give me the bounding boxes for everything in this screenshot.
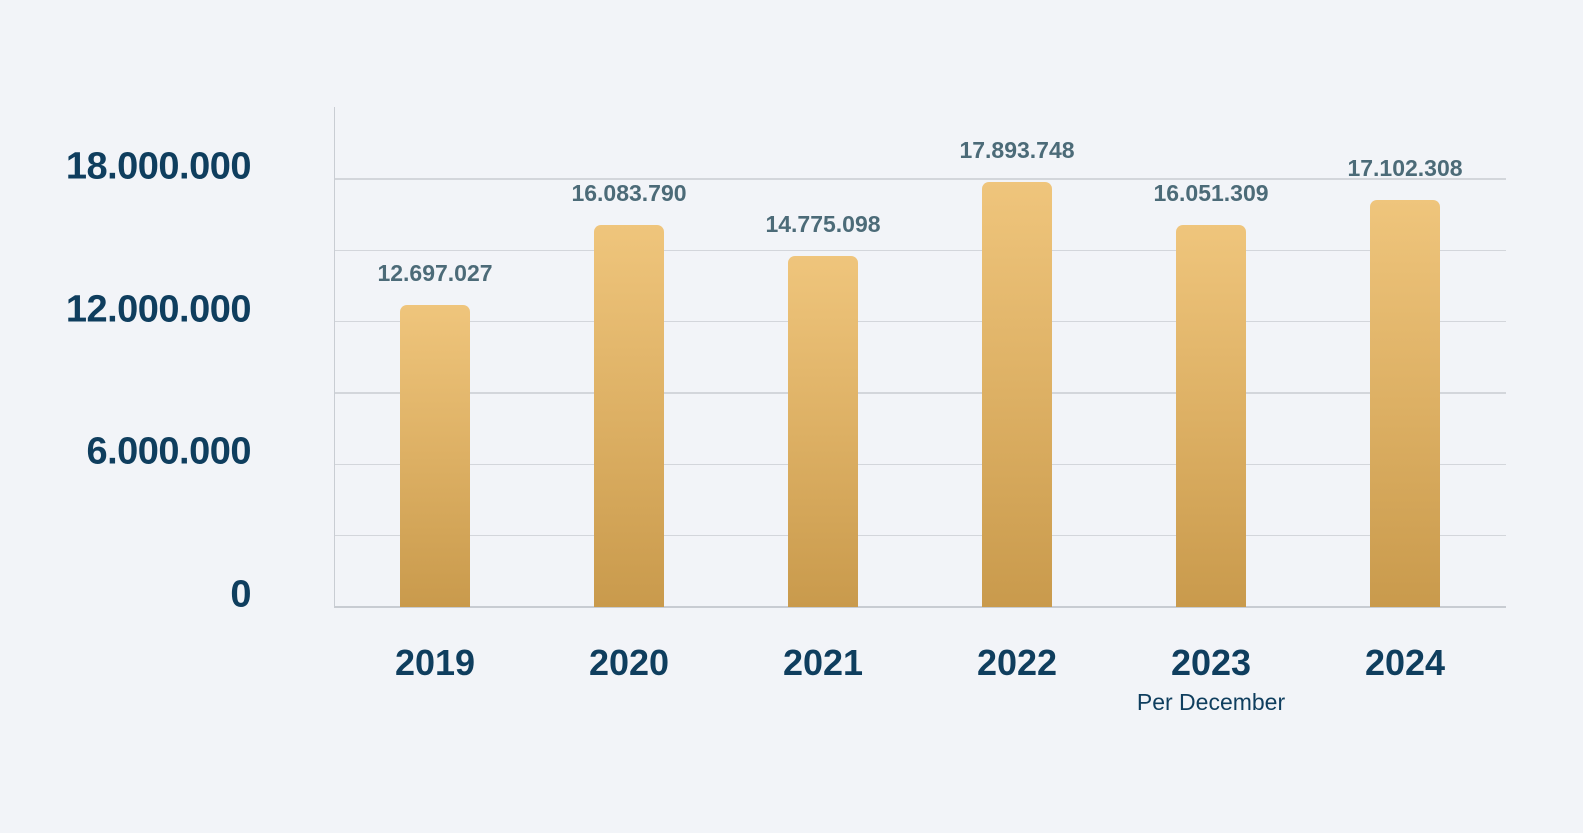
- bar-2019: [400, 305, 470, 607]
- gridline: [334, 534, 1506, 537]
- x-tick-note-2023: Per December: [1136, 689, 1286, 715]
- value-label: 16.083.790: [571, 179, 687, 206]
- x-tick-label: 2020: [588, 642, 670, 683]
- x-tick-label: 2022: [976, 642, 1058, 683]
- gridline: [334, 463, 1506, 466]
- value-label: 17.893.748: [959, 136, 1075, 163]
- y-tick-label: 12.000.000: [65, 288, 252, 331]
- y-tick-label: 18.000.000: [65, 145, 252, 188]
- y-axis-line: [334, 107, 335, 608]
- value-label: 17.102.308: [1347, 155, 1463, 182]
- y-tick-label: 6.000.000: [86, 430, 251, 473]
- value-label: 16.051.309: [1153, 180, 1269, 207]
- x-tick-label: 2019: [394, 642, 476, 683]
- bar-2024: [1370, 200, 1440, 607]
- x-tick-label: 2021: [782, 642, 864, 683]
- gridline: [334, 178, 1506, 180]
- bar-2022: [982, 181, 1052, 607]
- x-tick-label: 2023: [1170, 642, 1252, 683]
- value-label: 14.775.098: [765, 210, 881, 237]
- bar-2021: [788, 255, 858, 607]
- gridline: [334, 320, 1506, 323]
- bar-2023: [1176, 225, 1246, 607]
- value-label: 12.697.027: [377, 260, 493, 287]
- y-tick-label: 0: [230, 573, 251, 616]
- gridline: [334, 392, 1506, 394]
- x-axis-baseline: [334, 606, 1506, 608]
- x-tick-label: 2024: [1364, 642, 1446, 683]
- gridline: [334, 249, 1506, 252]
- bar-2020: [594, 224, 664, 607]
